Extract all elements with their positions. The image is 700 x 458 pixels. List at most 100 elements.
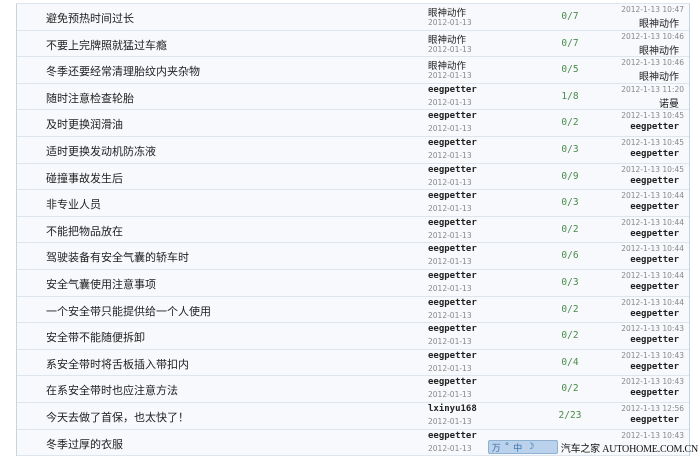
last-reply-time[interactable]: 2012-1-13 10:43 <box>621 430 684 440</box>
reply-view-count: 0/2 <box>561 330 579 342</box>
last-reply-time[interactable]: 2012-1-13 10:44 <box>621 217 684 227</box>
last-reply-user[interactable]: eegpetter <box>630 122 679 133</box>
last-reply-time[interactable]: 2012-1-13 12:56 <box>621 403 684 413</box>
topic-row: 不要上完牌照就猛过车瘾 眼神动作 2012-01-13 0/7 2012-1-13 10… <box>17 30 689 58</box>
topic-row: 冬季还要经常清理胎纹内夹杂物 眼神动作 2012-01-13 0/5 2012-1-13… <box>17 57 689 84</box>
last-reply-user[interactable]: eegpetter <box>630 308 679 319</box>
topic-title-link[interactable]: 安全气囊使用注意事项 <box>46 277 156 291</box>
topic-title-link[interactable]: 非专业人员 <box>46 198 101 212</box>
topic-row: 适时更换发动机防冻液 eegpetter 2012-01-13 0/3 2012-1-1… <box>17 136 689 164</box>
author-link[interactable]: lxinyu168 <box>428 403 477 414</box>
author-link[interactable]: eegpetter <box>428 217 477 228</box>
topic-title-link[interactable]: 冬季还要经常清理胎纹内夹杂物 <box>46 65 200 79</box>
topic-title-link[interactable]: 及时更换润滑油 <box>46 118 123 132</box>
topic-row: 安全气囊使用注意事项 eegpetter 2012-01-13 0/3 2012-1-1… <box>17 269 689 297</box>
author-link[interactable]: eegpetter <box>428 111 477 122</box>
author-link[interactable]: eegpetter <box>428 137 477 148</box>
author-link[interactable]: 眼神动作 <box>428 8 467 19</box>
topic-title-link[interactable]: 随时注意检查轮胎 <box>46 91 134 105</box>
last-reply-time[interactable]: 2012-1-13 10:43 <box>621 377 684 387</box>
last-reply-time[interactable]: 2012-1-13 10:44 <box>621 270 684 280</box>
last-reply-user[interactable]: eegpetter <box>630 335 679 346</box>
reply-view-count: 0/4 <box>561 356 579 368</box>
last-reply-time[interactable]: 2012-1-13 10:47 <box>621 5 684 14</box>
post-date: 2012-01-13 <box>428 443 472 453</box>
reply-view-count: 0/5 <box>561 64 579 76</box>
topic-title-link[interactable]: 不能把物品放在 <box>46 224 123 238</box>
topic-title-link[interactable]: 冬季过厚的衣服 <box>46 437 123 451</box>
last-reply-user[interactable]: eegpetter <box>630 414 679 425</box>
author-link[interactable]: eegpetter <box>428 164 477 175</box>
last-reply-user[interactable]: eegpetter <box>630 175 679 186</box>
post-date: 2012-01-13 <box>428 257 472 267</box>
author-link[interactable]: eegpetter <box>428 430 477 441</box>
ime-icon: 万 <box>491 443 501 454</box>
topic-title-link[interactable]: 驾驶装备有安全气囊的轿车时 <box>46 251 189 265</box>
last-reply-time[interactable]: 2012-1-13 10:45 <box>621 137 684 147</box>
post-date: 2012-01-13 <box>428 71 472 81</box>
last-reply-time[interactable]: 2012-1-13 10:45 <box>621 164 684 174</box>
post-date: 2012-01-13 <box>428 230 472 240</box>
author-link[interactable]: eegpetter <box>428 84 477 95</box>
author-link[interactable]: 眼神动作 <box>428 34 467 46</box>
topic-title-link[interactable]: 一个安全带只能提供给一个人使用 <box>46 304 211 318</box>
topic-row: 驾驶装备有安全气囊的轿车时 eegpetter 2012-01-13 0/6 2012-… <box>17 243 689 270</box>
topic-title-link[interactable]: 碰撞事故发生后 <box>46 171 123 185</box>
last-reply-user[interactable]: eegpetter <box>630 228 679 239</box>
topic-row: 安全带不能随便拆卸 eegpetter 2012-01-13 0/2 2012-1-13… <box>17 323 689 350</box>
last-reply-user[interactable]: eegpetter <box>630 148 679 159</box>
author-link[interactable]: eegpetter <box>428 324 477 335</box>
author-link[interactable]: 眼神动作 <box>428 61 467 73</box>
watermark-text: 汽车之家 AUTOHOME.COM.CN <box>560 443 698 455</box>
post-date: 2012-01-13 <box>428 150 472 160</box>
last-reply-time[interactable]: 2012-1-13 10:44 <box>621 297 684 307</box>
topic-row: 在系安全带时也应注意方法 eegpetter 2012-01-13 0/2 2012-1… <box>17 376 689 403</box>
reply-view-count: 0/7 <box>561 11 579 22</box>
topic-title-link[interactable]: 适时更换发动机防冻液 <box>46 144 156 158</box>
last-reply-user[interactable]: eegpetter <box>630 388 679 399</box>
last-reply-time[interactable]: 2012-1-13 10:46 <box>621 58 684 68</box>
last-reply-user[interactable]: eegpetter <box>630 202 679 213</box>
post-date: 2012-01-13 <box>428 310 472 320</box>
last-reply-user[interactable]: 眼神动作 <box>639 72 679 84</box>
author-link[interactable]: eegpetter <box>428 297 477 308</box>
reply-view-count: 0/6 <box>561 250 579 262</box>
author-link[interactable]: eegpetter <box>428 350 477 361</box>
post-date: 2012-01-13 <box>428 337 472 347</box>
last-reply-user[interactable]: eegpetter <box>630 361 679 372</box>
last-reply-user[interactable]: 诺曼 <box>659 98 679 110</box>
last-reply-time[interactable]: 2012-1-13 10:46 <box>621 31 684 41</box>
reply-view-count: 0/2 <box>561 383 579 395</box>
ime-moon-icon: ☽ <box>526 442 535 452</box>
last-reply-user[interactable]: eegpetter <box>630 255 679 266</box>
reply-view-count: 0/9 <box>561 170 579 182</box>
topic-title-link[interactable]: 避免预热时间过长 <box>46 12 134 25</box>
ime-punct-icon: ° <box>504 442 510 452</box>
topic-title-link[interactable]: 在系安全带时也应注意方法 <box>46 384 178 398</box>
topic-title-link[interactable]: 系安全带时将舌板插入带扣内 <box>46 357 189 371</box>
author-link[interactable]: eegpetter <box>428 270 477 281</box>
post-date: 2012-01-13 <box>428 390 472 400</box>
last-reply-time[interactable]: 2012-1-13 10:45 <box>621 111 684 121</box>
topic-title-link[interactable]: 今天去做了首保，也太快了！ <box>46 410 189 424</box>
author-link[interactable]: eegpetter <box>428 377 477 388</box>
reply-view-count: 0/2 <box>561 303 579 315</box>
last-reply-time[interactable]: 2012-1-13 10:43 <box>621 350 684 360</box>
last-reply-time[interactable]: 2012-1-13 10:44 <box>621 244 684 254</box>
topic-row: 不能把物品放在 eegpetter 2012-01-13 0/2 2012-1-13 1… <box>17 216 689 244</box>
topic-row: 今天去做了首保，也太快了！ lxinyu168 2012-01-13 2/23 2012… <box>17 402 689 430</box>
last-reply-time[interactable]: 2012-1-13 10:44 <box>621 191 684 201</box>
reply-view-count: 1/8 <box>561 90 579 102</box>
author-link[interactable]: eegpetter <box>428 191 477 202</box>
last-reply-time[interactable]: 2012-1-13 10:43 <box>621 324 684 334</box>
topic-title-link[interactable]: 不要上完牌照就猛过车瘾 <box>46 38 167 52</box>
author-link[interactable]: eegpetter <box>428 244 477 255</box>
last-reply-time[interactable]: 2012-1-13 11:20 <box>621 84 684 94</box>
topic-title-link[interactable]: 安全带不能随便拆卸 <box>46 331 145 345</box>
last-reply-user[interactable]: eegpetter <box>630 281 679 292</box>
topic-row: 系安全带时将舌板插入带扣内 eegpetter 2012-01-13 0/4 2012-… <box>17 349 689 377</box>
last-reply-user[interactable]: 眼神动作 <box>639 19 679 30</box>
reply-view-count: 0/2 <box>561 223 579 235</box>
last-reply-user[interactable]: 眼神动作 <box>639 45 679 57</box>
reply-view-count: 0/3 <box>561 197 579 209</box>
